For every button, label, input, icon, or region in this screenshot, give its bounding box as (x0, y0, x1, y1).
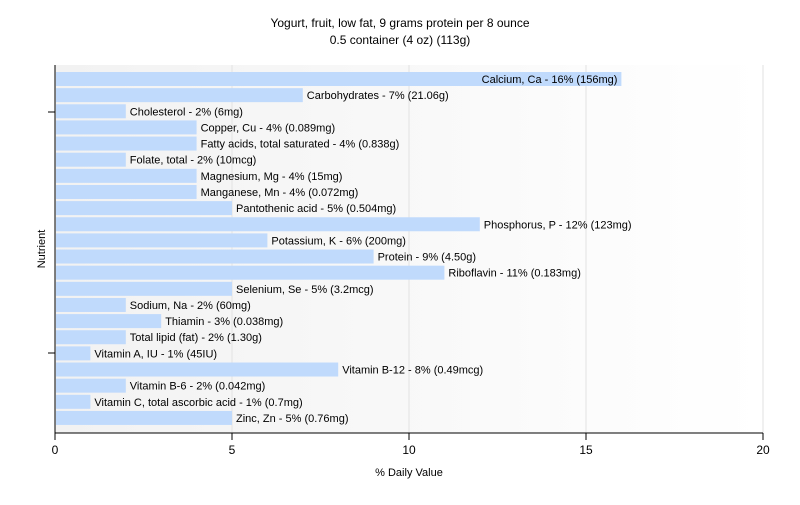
bar-label: Carbohydrates - 7% (21.06g) (307, 90, 449, 102)
bar (56, 72, 622, 86)
y-axis-label: Nutrient (36, 230, 48, 269)
bar (56, 378, 126, 393)
x-tick-label: 5 (229, 443, 236, 457)
x-tick-label: 20 (756, 443, 770, 457)
bar-label: Potassium, K - 6% (200mg) (271, 235, 406, 247)
bar-label: Selenium, Se - 5% (3.2mcg) (236, 284, 374, 296)
bar-label: Calcium, Ca - 16% (156mg) (482, 74, 618, 86)
bar (56, 88, 303, 103)
bar (56, 297, 126, 312)
bar (56, 362, 339, 377)
bar (56, 104, 126, 119)
bar (56, 201, 232, 216)
bar (56, 265, 445, 280)
bar (56, 217, 480, 232)
bar (56, 152, 126, 167)
bar-label: Copper, Cu - 4% (0.089mg) (201, 122, 336, 134)
bar-label: Zinc, Zn - 5% (0.76mg) (236, 413, 348, 425)
bar (56, 184, 197, 199)
bar (56, 249, 374, 264)
bar-label: Protein - 9% (4.50g) (378, 252, 476, 264)
bar-label: Phosphorus, P - 12% (123mg) (484, 219, 632, 231)
bar (56, 168, 197, 183)
x-axis-label: % Daily Value (375, 467, 443, 479)
bar-label: Vitamin C, total ascorbic acid - 1% (0.7… (94, 397, 302, 409)
chart-title: Yogurt, fruit, low fat, 9 grams protein … (270, 16, 529, 30)
bar (56, 330, 126, 345)
bar-label: Vitamin B-12 - 8% (0.49mcg) (342, 365, 483, 377)
bar (56, 281, 232, 296)
bar-label: Folate, total - 2% (10mcg) (130, 155, 257, 167)
x-tick-label: 0 (52, 443, 59, 457)
x-tick-label: 10 (402, 443, 416, 457)
bar-label: Pantothenic acid - 5% (0.504mg) (236, 203, 396, 215)
bar (56, 233, 268, 248)
bar-label: Vitamin A, IU - 1% (45IU) (94, 348, 217, 360)
bar (56, 346, 91, 361)
bar-label: Fatty acids, total saturated - 4% (0.838… (201, 139, 400, 151)
bar-label: Sodium, Na - 2% (60mg) (130, 300, 251, 312)
bar-label: Vitamin B-6 - 2% (0.042mg) (130, 381, 266, 393)
bar (56, 394, 91, 409)
bar-label: Cholesterol - 2% (6mg) (130, 106, 243, 118)
bar (56, 314, 162, 329)
bar-label: Riboflavin - 11% (0.183mg) (448, 268, 580, 280)
bar (56, 120, 197, 135)
bar-label: Thiamin - 3% (0.038mg) (165, 316, 283, 328)
x-tick-label: 15 (579, 443, 593, 457)
bar-label: Magnesium, Mg - 4% (15mg) (201, 171, 343, 183)
bar (56, 136, 197, 151)
chart-subtitle: 0.5 container (4 oz) (113g) (330, 33, 471, 47)
bar-label: Total lipid (fat) - 2% (1.30g) (130, 332, 262, 344)
bar-label: Manganese, Mn - 4% (0.072mg) (201, 187, 359, 199)
bar (56, 410, 232, 425)
